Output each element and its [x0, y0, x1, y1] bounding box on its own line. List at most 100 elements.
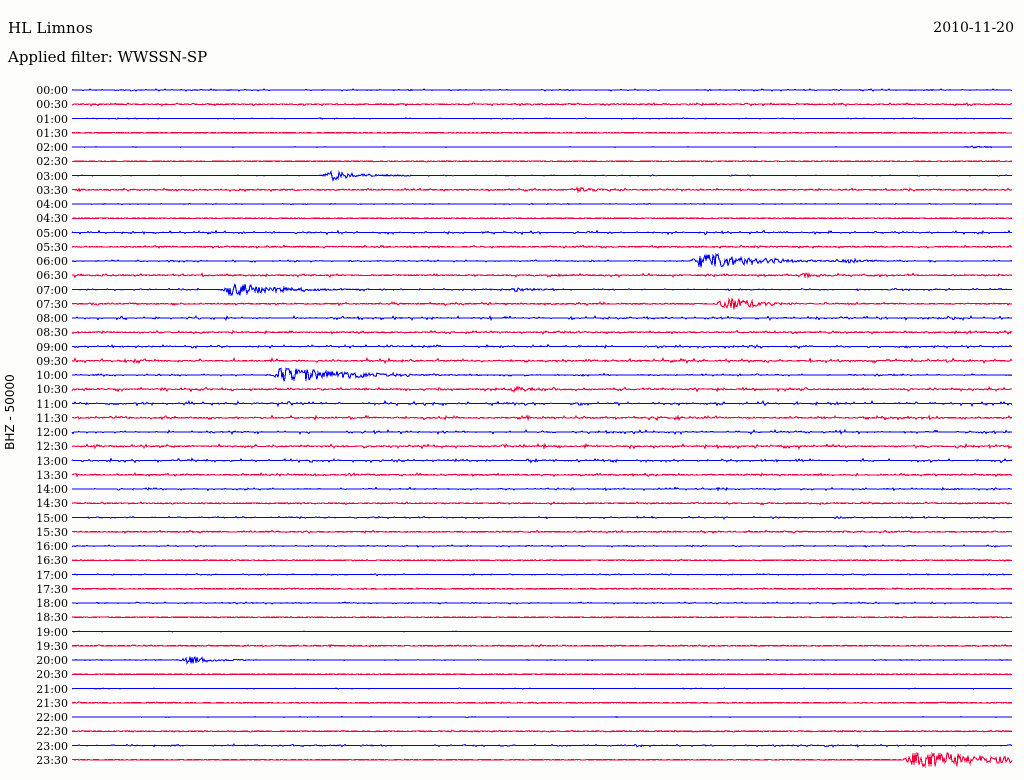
time-tick-label: 18:00	[36, 597, 68, 610]
applied-filter-label: Applied filter: WWSSN-SP	[8, 48, 208, 66]
time-tick-label: 08:30	[36, 326, 68, 340]
seismic-trace	[72, 117, 1012, 120]
seismic-trace	[71, 367, 1013, 382]
seismic-trace	[71, 88, 1013, 92]
time-tick-label: 12:30	[36, 440, 68, 454]
seismic-trace	[71, 414, 1013, 422]
time-tick-label: 13:30	[36, 468, 68, 482]
seismic-trace	[71, 442, 1013, 450]
seismic-trace	[72, 587, 1013, 591]
time-tick-label: 04:00	[36, 198, 68, 211]
seismic-trace	[72, 343, 1013, 350]
time-tick-label: 11:30	[36, 411, 68, 425]
time-tick-label: 04:30	[36, 212, 68, 226]
seismic-trace	[72, 202, 1013, 206]
time-tick-label: 15:30	[36, 525, 68, 539]
seismic-trace	[71, 630, 1012, 633]
time-tick-label: 14:30	[36, 497, 68, 511]
time-tick-label: 23:00	[36, 739, 68, 753]
seismic-trace	[71, 159, 1012, 163]
seismic-trace	[72, 573, 1013, 577]
time-tick-label: 06:30	[36, 269, 68, 283]
seismic-trace	[71, 283, 1013, 296]
seismic-trace	[71, 428, 1012, 436]
time-tick-label: 01:30	[36, 126, 68, 140]
seismic-trace	[72, 643, 1012, 648]
time-tick-label: 03:00	[36, 169, 68, 183]
page-title: HL Limnos	[8, 19, 93, 37]
time-tick-label: 06:00	[36, 255, 68, 268]
time-tick-label: 12:00	[36, 426, 68, 439]
time-tick-label: 15:00	[36, 511, 68, 525]
time-tick-label: 16:00	[36, 540, 68, 553]
seismic-trace	[71, 145, 1013, 149]
seismic-trace	[71, 297, 1013, 310]
time-tick-label: 02:00	[36, 141, 68, 154]
seismic-trace	[71, 601, 1013, 605]
helicorder-plot: 00:00 00:30 01:00 01:30 02:00 02:30 03:00 03:30…	[0, 74, 1024, 780]
time-tick-label: 17:00	[36, 568, 68, 582]
record-date: 2010-11-20	[933, 20, 1014, 36]
time-tick-label: 08:00	[36, 312, 68, 325]
time-tick-label: 13:00	[36, 454, 68, 468]
time-tick-label: 07:00	[36, 283, 68, 297]
time-tick-label: 09:00	[36, 340, 68, 354]
time-tick-label: 05:00	[36, 226, 68, 240]
seismic-trace	[72, 244, 1013, 250]
seismic-trace	[71, 186, 1013, 194]
seismic-trace	[71, 356, 1013, 365]
seismic-trace	[71, 616, 1013, 619]
time-tick-label: 10:30	[36, 383, 68, 397]
seismic-trace	[71, 399, 1013, 407]
seismic-trace	[71, 314, 1013, 322]
seismic-trace	[71, 544, 1013, 548]
seismic-trace	[72, 170, 1012, 182]
seismic-trace	[72, 217, 1012, 220]
seismic-trace	[71, 687, 1012, 690]
time-tick-label: 03:30	[36, 183, 68, 197]
time-tick-label: 16:30	[36, 554, 68, 568]
time-tick-label: 17:30	[36, 582, 68, 596]
seismic-trace	[71, 501, 1013, 506]
seismic-trace	[71, 101, 1013, 107]
seismic-trace	[71, 529, 1013, 534]
seismic-trace	[71, 743, 1013, 748]
seismic-trace	[72, 515, 1012, 520]
time-tick-label: 22:00	[36, 711, 68, 724]
seismic-trace	[71, 486, 1013, 492]
seismic-trace	[71, 701, 1013, 705]
time-tick-label: 10:00	[36, 369, 68, 382]
time-tick-label: 09:30	[36, 354, 68, 368]
seismic-trace	[72, 131, 1013, 134]
time-tick-label: 11:00	[36, 397, 68, 411]
time-tick-label: 20:30	[36, 668, 68, 682]
time-tick-label: 05:30	[36, 240, 68, 254]
time-tick-label: 01:00	[36, 112, 68, 126]
time-tick-label: 19:00	[36, 625, 68, 639]
time-tick-label: 21:30	[36, 696, 68, 710]
time-tick-label: 18:30	[36, 611, 68, 625]
seismic-trace	[71, 751, 1013, 769]
time-tick-label: 20:00	[36, 654, 68, 667]
time-tick-label: 00:30	[36, 98, 68, 112]
time-tick-label: 21:00	[36, 682, 68, 696]
seismic-trace	[71, 253, 1013, 268]
seismic-trace	[71, 229, 1013, 236]
seismic-trace	[71, 558, 1013, 562]
seismic-trace	[71, 385, 1013, 393]
header: HL Limnos 2010-11-20 Applied filter: WWS…	[0, 0, 1024, 74]
seismic-trace	[71, 329, 1013, 336]
seismic-trace	[71, 729, 1013, 733]
time-tick-label: 07:30	[36, 297, 68, 311]
seismic-trace	[71, 656, 1012, 665]
time-tick-label: 19:30	[36, 639, 68, 653]
seismic-trace	[71, 472, 1013, 478]
seismic-trace	[72, 673, 1012, 676]
time-tick-label: 02:30	[36, 155, 68, 169]
seismic-trace	[71, 272, 1013, 280]
seismic-trace	[71, 457, 1013, 464]
time-tick-label: 00:00	[36, 84, 68, 97]
time-tick-label: 23:30	[36, 753, 68, 767]
time-tick-label: 22:30	[36, 725, 68, 739]
